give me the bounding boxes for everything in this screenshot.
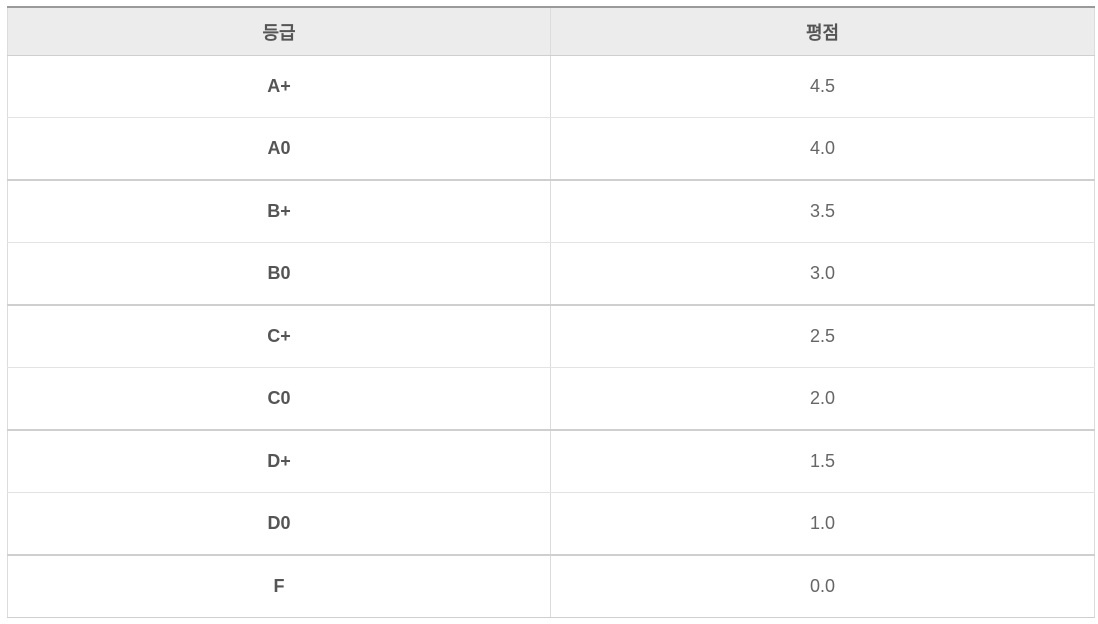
score-cell: 2.0 <box>550 367 1095 431</box>
grade-cell: A+ <box>7 55 551 118</box>
score-cell: 0.0 <box>550 555 1095 618</box>
grade-cell: F <box>7 555 551 618</box>
header-score: 평점 <box>550 6 1095 56</box>
table-body: A+ 4.5 A0 4.0 B+ 3.5 B0 3.0 C+ 2.5 C0 2.… <box>7 55 1095 618</box>
grade-cell: C0 <box>7 367 551 431</box>
table-row: B0 3.0 <box>7 242 1095 306</box>
score-cell: 1.0 <box>550 492 1095 556</box>
header-grade: 등급 <box>7 6 551 56</box>
table-row: C+ 2.5 <box>7 305 1095 368</box>
grade-table: 등급 평점 A+ 4.5 A0 4.0 B+ 3.5 B0 3.0 C+ 2.5… <box>7 6 1095 618</box>
table-row: B+ 3.5 <box>7 180 1095 243</box>
grade-cell: A0 <box>7 117 551 181</box>
score-cell: 1.5 <box>550 430 1095 493</box>
table-row: D0 1.0 <box>7 492 1095 556</box>
header-row: 등급 평점 <box>7 6 1095 56</box>
grade-cell: D+ <box>7 430 551 493</box>
table-header: 등급 평점 <box>7 6 1095 56</box>
score-cell: 2.5 <box>550 305 1095 368</box>
table-row: A0 4.0 <box>7 117 1095 181</box>
grade-cell: B+ <box>7 180 551 243</box>
score-cell: 3.0 <box>550 242 1095 306</box>
table-row: D+ 1.5 <box>7 430 1095 493</box>
table-row: F 0.0 <box>7 555 1095 618</box>
grade-cell: C+ <box>7 305 551 368</box>
score-cell: 3.5 <box>550 180 1095 243</box>
score-cell: 4.5 <box>550 55 1095 118</box>
table-row: C0 2.0 <box>7 367 1095 431</box>
grade-cell: D0 <box>7 492 551 556</box>
table-row: A+ 4.5 <box>7 55 1095 118</box>
grade-cell: B0 <box>7 242 551 306</box>
score-cell: 4.0 <box>550 117 1095 181</box>
